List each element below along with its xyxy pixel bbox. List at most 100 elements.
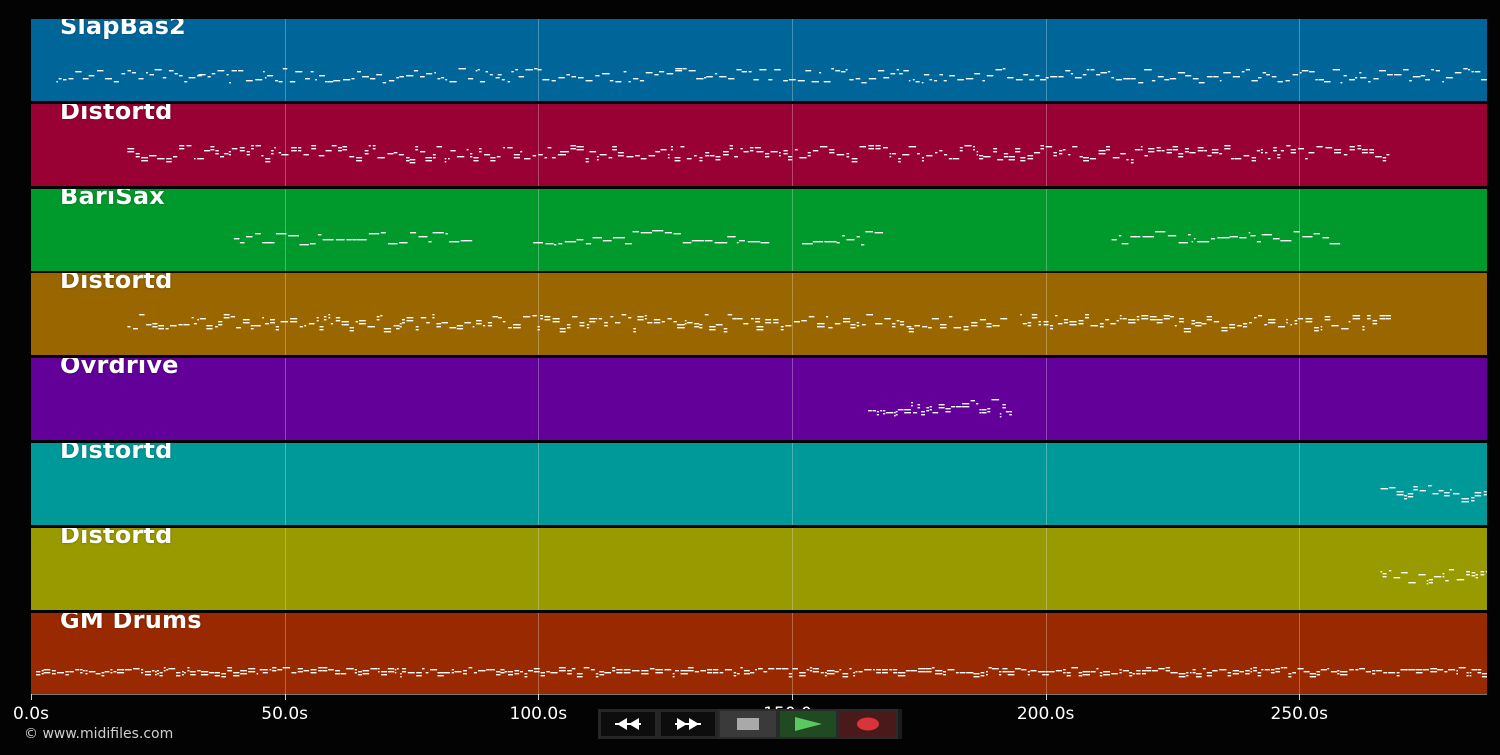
note-mark xyxy=(704,77,707,79)
note-mark xyxy=(176,671,181,673)
note-mark xyxy=(965,78,974,80)
note-mark xyxy=(1128,319,1136,321)
note-mark xyxy=(659,71,665,73)
note-mark xyxy=(383,670,387,672)
note-mark xyxy=(639,80,645,82)
play-button[interactable] xyxy=(778,709,838,739)
note-mark xyxy=(496,670,501,672)
note-mark xyxy=(255,232,261,234)
note-mark xyxy=(41,672,44,674)
note-mark xyxy=(1258,315,1263,317)
note-mark xyxy=(1130,235,1141,237)
note-mark xyxy=(750,671,755,673)
note-mark xyxy=(1172,145,1179,148)
note-mark xyxy=(490,159,496,162)
note-mark xyxy=(1288,672,1292,674)
note-mark xyxy=(1261,668,1264,670)
note-mark xyxy=(1428,485,1432,487)
note-mark xyxy=(550,671,558,673)
note-mark xyxy=(1308,151,1315,154)
track-name: Distortd xyxy=(60,443,173,464)
note-mark xyxy=(186,144,192,147)
note-mark xyxy=(1365,670,1371,672)
note-mark xyxy=(1315,79,1318,81)
note-mark xyxy=(1419,490,1426,492)
fast-forward-button[interactable] xyxy=(658,709,718,739)
note-mark xyxy=(1099,674,1103,676)
note-mark xyxy=(1474,71,1481,73)
note-mark xyxy=(425,156,432,159)
note-mark xyxy=(570,144,576,147)
note-mark xyxy=(674,159,681,162)
rewind-button[interactable] xyxy=(598,709,658,739)
note-mark xyxy=(335,672,340,674)
note-mark xyxy=(318,666,322,668)
note-mark xyxy=(318,669,322,671)
note-mark xyxy=(945,411,951,413)
note-mark xyxy=(699,327,703,329)
note-mark xyxy=(740,147,743,150)
note-mark xyxy=(1167,234,1177,236)
note-mark xyxy=(501,79,505,81)
note-mark xyxy=(305,78,310,80)
note-mark xyxy=(144,673,151,675)
note-mark xyxy=(1340,670,1348,672)
stop-button[interactable] xyxy=(718,709,778,739)
note-mark xyxy=(1294,320,1298,322)
note-mark xyxy=(1456,669,1458,671)
note-mark xyxy=(378,667,380,669)
tick-mark xyxy=(538,694,540,700)
note-mark xyxy=(971,322,978,324)
note-mark xyxy=(1122,318,1127,320)
note-mark xyxy=(1466,570,1470,573)
note-mark xyxy=(95,672,101,674)
note-mark xyxy=(926,410,930,412)
track-name: Distortd xyxy=(60,527,173,549)
note-mark xyxy=(1367,318,1371,320)
note-mark xyxy=(277,668,283,670)
note-mark xyxy=(880,410,883,412)
note-mark xyxy=(1245,669,1250,671)
note-mark xyxy=(1110,323,1116,325)
grid-line xyxy=(538,273,540,356)
note-mark xyxy=(131,72,136,74)
note-mark xyxy=(1136,319,1140,321)
note-mark xyxy=(765,322,772,324)
note-mark xyxy=(599,153,607,156)
note-mark xyxy=(632,230,639,232)
note-mark xyxy=(1316,673,1321,675)
note-mark xyxy=(1408,581,1416,584)
note-mark xyxy=(1283,666,1288,668)
note-mark xyxy=(1466,573,1470,576)
note-mark xyxy=(872,410,876,412)
note-mark xyxy=(1408,668,1416,670)
note-mark xyxy=(1190,671,1192,673)
note-mark xyxy=(176,674,181,676)
record-button[interactable] xyxy=(838,709,898,739)
note-mark xyxy=(849,79,854,81)
note-mark xyxy=(1089,157,1097,160)
note-mark xyxy=(858,670,863,672)
note-mark xyxy=(341,324,344,326)
note-mark xyxy=(534,68,538,70)
note-mark xyxy=(817,326,825,328)
note-mark xyxy=(1249,322,1252,324)
note-mark xyxy=(396,667,399,669)
note-mark xyxy=(1266,74,1270,76)
note-mark xyxy=(1148,150,1155,153)
note-mark xyxy=(929,79,933,81)
tick-mark xyxy=(1299,694,1301,700)
note-mark xyxy=(398,153,404,156)
note-mark xyxy=(1309,71,1315,73)
note-mark xyxy=(675,68,683,70)
note-mark xyxy=(265,160,271,163)
note-mark xyxy=(1373,78,1379,80)
note-mark xyxy=(1407,496,1414,498)
note-mark xyxy=(124,668,132,670)
note-mark xyxy=(1413,486,1418,488)
note-mark xyxy=(310,71,314,73)
note-mark xyxy=(141,668,144,670)
note-mark xyxy=(883,77,890,79)
note-mark xyxy=(1412,76,1421,78)
tick-label: 250.0s xyxy=(1270,704,1329,724)
